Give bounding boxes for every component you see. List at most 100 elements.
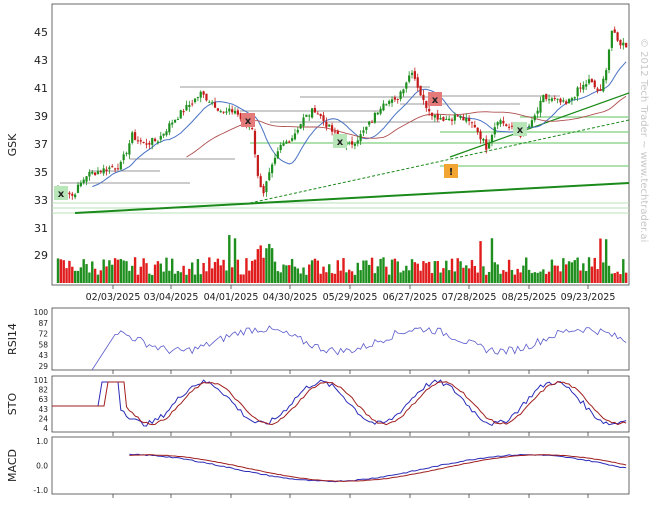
volume-bar — [462, 267, 465, 283]
candle — [236, 110, 239, 115]
candle — [328, 124, 331, 127]
rsi-tick-label: 87 — [38, 319, 48, 328]
candle — [153, 138, 157, 142]
candle — [350, 141, 354, 145]
signal-marker — [513, 122, 527, 136]
volume-bar — [593, 257, 596, 283]
candle — [388, 101, 391, 104]
volume-bar — [356, 262, 359, 283]
candle — [114, 168, 117, 170]
candle — [533, 115, 536, 121]
volume-bar — [185, 274, 188, 283]
volume-bar — [228, 235, 231, 283]
candle — [213, 102, 217, 108]
volume-bar — [567, 261, 571, 283]
volume-bar — [176, 271, 180, 283]
candle — [376, 112, 379, 115]
volume-bar — [333, 273, 337, 283]
x-tick-label: 05/29/2025 — [323, 292, 378, 303]
candle — [208, 101, 211, 103]
volume-bar — [385, 266, 388, 283]
candle — [565, 101, 568, 104]
candle — [625, 42, 628, 48]
candle — [271, 164, 274, 174]
candle — [182, 111, 185, 113]
volume-bar — [539, 271, 542, 283]
candle — [176, 118, 180, 120]
macd-tick-label: -1.0 — [33, 486, 48, 495]
candle — [545, 93, 548, 100]
sto-panel — [51, 375, 630, 433]
volume-bar — [602, 262, 605, 283]
candle — [573, 97, 576, 99]
candle — [353, 143, 357, 146]
volume-bar — [584, 270, 588, 283]
volume-bar — [562, 258, 565, 283]
volume-bar — [396, 261, 399, 283]
volume-bar — [190, 262, 194, 283]
volume-bar — [105, 266, 108, 283]
candle — [607, 49, 611, 71]
candle — [553, 97, 556, 99]
volume-bar — [202, 262, 205, 283]
volume-bar — [459, 261, 462, 283]
candle — [125, 152, 128, 154]
candle — [231, 109, 234, 113]
candle — [308, 115, 311, 117]
signal-marker-label: ! — [449, 167, 454, 178]
candle — [305, 114, 308, 117]
short-trendline — [449, 92, 629, 158]
candle — [188, 105, 191, 107]
volume-bar — [607, 265, 611, 283]
volume-bar — [182, 265, 185, 283]
volume-bar — [102, 259, 105, 283]
x-tick-label: 09/23/2025 — [561, 292, 616, 303]
volume-bar — [447, 270, 451, 283]
volume-bar — [613, 273, 616, 283]
candle — [122, 154, 125, 161]
volume-bar — [547, 271, 551, 283]
volume-bar — [353, 274, 357, 283]
volume-bar — [59, 259, 63, 283]
rsi-line — [91, 325, 627, 371]
volume-bar — [416, 263, 419, 283]
volume-bar — [293, 266, 297, 283]
candle — [476, 127, 479, 133]
candle — [85, 176, 88, 182]
volume-bar — [196, 259, 200, 283]
volume-bar — [316, 260, 320, 283]
macd-axis-label: MACD — [6, 449, 19, 482]
candle — [490, 134, 494, 142]
candle — [370, 121, 374, 123]
candle — [485, 139, 488, 150]
candle — [105, 169, 108, 172]
volume-bar — [430, 273, 434, 283]
volume-bar — [616, 271, 619, 283]
candle — [579, 87, 582, 89]
volume-bar — [245, 258, 248, 283]
candle — [602, 78, 605, 92]
volume-bar — [62, 260, 65, 283]
candle — [368, 121, 371, 125]
price-tick-label: 33 — [34, 194, 48, 207]
volume-bar — [502, 270, 505, 283]
volume-bar — [359, 270, 362, 283]
candle — [74, 194, 77, 198]
candle — [102, 168, 105, 174]
volume-bar — [490, 238, 494, 283]
volume-bar — [439, 272, 442, 283]
candle — [128, 143, 131, 155]
candle — [405, 82, 408, 89]
candle — [536, 110, 539, 114]
volume-bar — [165, 257, 168, 283]
candle — [610, 30, 613, 48]
volume-bar — [73, 270, 77, 283]
candle — [442, 117, 445, 121]
volume-bar — [493, 262, 497, 283]
volume-bar — [622, 259, 625, 283]
volume-bar — [573, 260, 576, 283]
volume-bar — [513, 274, 516, 283]
candle — [616, 32, 619, 41]
candle — [436, 113, 439, 120]
volume-bar — [425, 263, 428, 283]
